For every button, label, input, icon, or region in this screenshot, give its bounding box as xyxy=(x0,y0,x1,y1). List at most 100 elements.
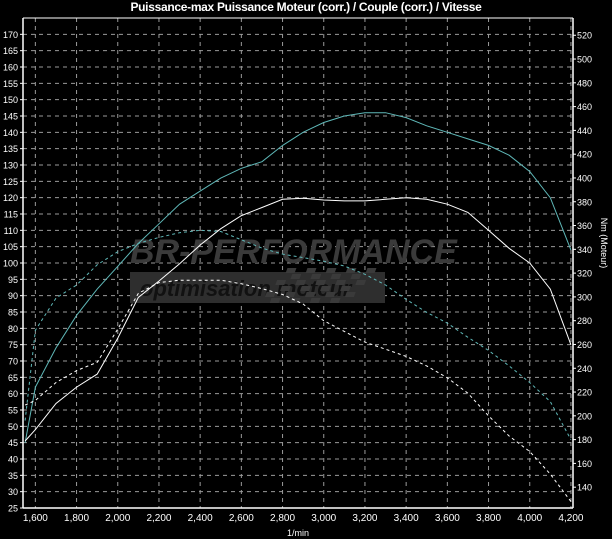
x-axis-label: 1/min xyxy=(287,528,309,538)
y-right-tick-label: 400 xyxy=(577,173,592,183)
y-right-tick-label: 380 xyxy=(577,197,592,207)
axes-group: 1,600 1,800 2,000 2,200 2,400 2,600 2,800 3,000… xyxy=(3,17,609,538)
x-tick-label: 3,000 xyxy=(311,513,336,524)
y-right-tick-label: 480 xyxy=(577,78,592,88)
y-left-tick-label: 160 xyxy=(3,63,18,73)
y-right-axis-label: Nm (Moteur) xyxy=(599,218,609,269)
flag-square xyxy=(310,274,322,279)
y-left-tick-label: 80 xyxy=(8,324,18,334)
chart-title: Puissance-max Puissance Moteur (corr.) /… xyxy=(130,0,482,14)
flag-square xyxy=(340,286,351,291)
x-tick-label: 3,600 xyxy=(435,513,460,524)
y-right-tick-label: 280 xyxy=(577,316,592,326)
flag-square xyxy=(284,292,296,297)
y-left-tick-label: 170 xyxy=(3,30,18,40)
y-left-tick-label: 50 xyxy=(8,422,18,432)
y-right-tick-label: 300 xyxy=(577,292,592,302)
flag-square xyxy=(320,286,331,291)
y-left-tick-label: 55 xyxy=(8,406,18,416)
y-right-tick-label: 520 xyxy=(577,31,592,41)
y-left-tick-label: 145 xyxy=(3,112,18,122)
x-tick-label: 2,200 xyxy=(146,513,171,524)
flag-square xyxy=(309,298,321,303)
y-left-tick-label: 110 xyxy=(4,226,18,236)
flag-square xyxy=(335,280,347,285)
y-left-tick-label: 135 xyxy=(3,144,18,154)
y-left-tick-label: 45 xyxy=(8,438,18,448)
y-right-tick-label: 180 xyxy=(577,435,592,445)
flag-square xyxy=(304,292,316,297)
y-right-tick-label: 140 xyxy=(577,483,592,493)
y-left-tick-label: 30 xyxy=(8,487,18,497)
x-tick-label: 2,600 xyxy=(229,513,254,524)
series-line-3 xyxy=(24,229,572,440)
y-right-tick-label: 340 xyxy=(577,245,592,255)
y-left-tick-label: 95 xyxy=(8,275,18,285)
y-left-tick-label: 130 xyxy=(3,161,18,171)
flag-square xyxy=(295,280,307,285)
y-left-tick-label: 120 xyxy=(3,193,18,203)
y-left-tick-label: 90 xyxy=(8,291,18,301)
y-right-tick-label: 500 xyxy=(577,55,592,65)
y-right-tick-label: 440 xyxy=(577,126,592,136)
y-left-tick-label: 70 xyxy=(8,357,18,367)
flag-square xyxy=(345,268,357,273)
y-left-tick-label: 105 xyxy=(3,242,18,252)
x-tick-label: 3,200 xyxy=(352,513,377,524)
y-right-tick-label: 260 xyxy=(577,340,592,350)
flag-square xyxy=(275,280,287,285)
flag-square xyxy=(285,268,297,273)
y-left-tick-label: 85 xyxy=(8,308,18,318)
series-line-2 xyxy=(24,197,572,442)
y-left-tick-label: 75 xyxy=(8,340,18,350)
flag-square xyxy=(325,268,337,273)
y-right-tick-label: 200 xyxy=(577,411,592,421)
flag-square xyxy=(365,268,377,273)
y-right-tick-label: 420 xyxy=(577,150,592,160)
watermark-brand: BR-PERFORMANCE xyxy=(130,233,458,271)
flag-square xyxy=(305,268,317,273)
x-tick-label: 2,800 xyxy=(270,513,295,524)
checkered-flag-icon xyxy=(264,268,377,303)
series-group xyxy=(24,112,572,502)
y-right-tick-label: 220 xyxy=(577,388,592,398)
flag-square xyxy=(324,292,336,297)
flag-square xyxy=(344,292,356,297)
flag-square xyxy=(329,298,341,303)
x-tick-label: 1,600 xyxy=(23,513,48,524)
y-left-tick-label: 140 xyxy=(3,128,18,138)
y-left-tick-label: 150 xyxy=(3,95,18,105)
y-right-tick-label: 240 xyxy=(577,364,592,374)
flag-square xyxy=(330,274,342,279)
y-left-tick-label: 25 xyxy=(8,504,18,514)
series-line-4 xyxy=(24,279,572,502)
flag-square xyxy=(315,280,327,285)
x-tick-label: 3,400 xyxy=(394,513,419,524)
x-tick-label: 4,000 xyxy=(517,513,542,524)
flag-square xyxy=(290,274,302,279)
y-left-tick-label: 155 xyxy=(3,79,18,89)
y-left-tick-label: 100 xyxy=(3,259,18,269)
watermark-logo: BR-PERFORMANCE optimisation moteur xyxy=(130,233,458,303)
y-right-tick-label: 320 xyxy=(577,269,592,279)
flag-square xyxy=(350,274,362,279)
x-tick-label: 2,000 xyxy=(105,513,130,524)
watermark-tagline: optimisation moteur xyxy=(140,276,353,301)
y-right-tick-label: 160 xyxy=(577,459,592,469)
x-tick-label: 3,800 xyxy=(476,513,501,524)
y-right-tick-label: 360 xyxy=(577,221,592,231)
y-left-tick-label: 125 xyxy=(3,177,18,187)
x-tick-label: 1,800 xyxy=(64,513,89,524)
flag-square xyxy=(269,298,281,303)
y-left-tick-label: 60 xyxy=(8,389,18,399)
y-left-tick-label: 65 xyxy=(8,373,18,383)
flag-square xyxy=(280,286,291,291)
series-line-1 xyxy=(24,112,572,443)
y-left-tick-label: 40 xyxy=(8,455,18,465)
y-right-tick-label: 460 xyxy=(577,102,592,112)
y-left-tick-label: 165 xyxy=(3,46,18,56)
x-tick-label: 2,400 xyxy=(188,513,213,524)
y-left-tick-label: 35 xyxy=(8,471,18,481)
flag-square xyxy=(355,280,367,285)
